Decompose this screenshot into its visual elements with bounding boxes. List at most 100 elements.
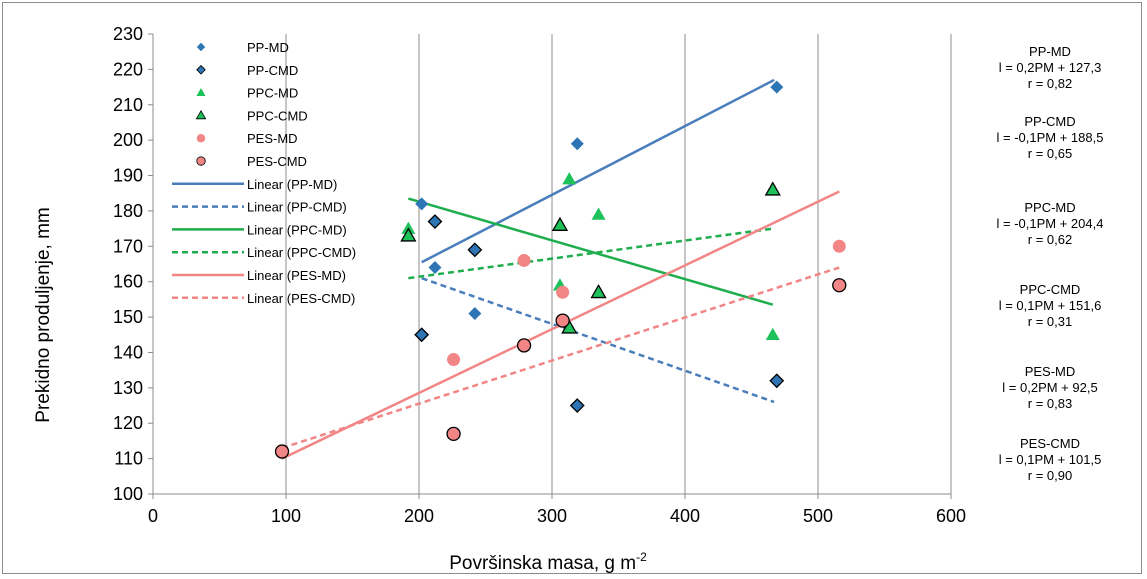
y-tick-label: 230: [113, 24, 143, 44]
legend-label: Linear (PPC-CMD): [247, 245, 356, 260]
data-points: [274, 80, 847, 459]
grid-lines: [285, 34, 952, 494]
annotation-title: PPC-CMD: [1019, 282, 1081, 297]
regression-annotation: PPC-MD l = -0,1PM + 204,4 r = 0,62: [960, 200, 1140, 248]
legend-marker-shape: [196, 156, 206, 166]
y-tick-label: 160: [113, 272, 143, 292]
trendlines: [281, 78, 840, 460]
x-axis-label-text: Površinska masa, g m: [449, 553, 636, 574]
legend-label: Linear (PPC-MD): [247, 222, 347, 237]
axes: 0 100 200 300 400 500 600100110120130140150160…: [113, 24, 966, 526]
data-point: [590, 283, 607, 299]
y-tick-label: 130: [113, 378, 143, 398]
data-point: [556, 285, 570, 299]
data-point: [428, 261, 442, 275]
legend-label: PP-MD: [247, 40, 289, 55]
data-point: [769, 373, 785, 389]
trendline: [408, 197, 774, 306]
data-point: [400, 227, 417, 242]
data-point: [274, 444, 290, 459]
data-point: [569, 398, 585, 413]
legend-label: Linear (PES-MD): [247, 268, 346, 283]
y-tick-label: 200: [113, 130, 143, 150]
legend-label: Linear (PES-CMD): [247, 291, 355, 306]
data-point: [832, 239, 846, 253]
data-point: [517, 253, 531, 267]
annotation-equation: l = 0,1PM + 151,6: [998, 298, 1102, 313]
annotation-equation: l = 0,1PM + 101,5: [998, 452, 1102, 467]
x-tick-label: 600: [936, 506, 966, 526]
legend-marker: [196, 88, 206, 97]
legend-marker: [195, 109, 207, 120]
legend-marker-shape: [196, 88, 206, 97]
data-point: [562, 172, 577, 185]
data-point: [467, 242, 483, 258]
legend-marker-shape: [196, 133, 206, 143]
data-point: [570, 137, 584, 151]
annotation-equation: l = 0,2PM + 127,3: [998, 60, 1102, 75]
regression-annotation: PES-MD l = 0,2PM + 92,5 r = 0,83: [960, 364, 1140, 412]
annotation-r: r = 0,82: [1027, 76, 1073, 91]
annotation-title: PP-MD: [1029, 44, 1071, 59]
y-tick-label: 190: [113, 166, 143, 186]
data-point: [555, 313, 570, 328]
annotation-r: r = 0,83: [1027, 396, 1073, 411]
y-tick-label: 140: [113, 342, 143, 362]
y-tick-label: 210: [113, 95, 143, 115]
x-tick-label: 100: [271, 506, 301, 526]
regression-annotation: PES-CMD l = 0,1PM + 101,5 r = 0,90: [960, 436, 1140, 484]
data-point: [764, 181, 781, 196]
trendline: [421, 78, 775, 264]
x-tick-label: 300: [537, 506, 567, 526]
data-point: [414, 327, 430, 343]
data-point: [551, 216, 569, 231]
annotation-r: r = 0,31: [1027, 314, 1073, 329]
y-tick-label: 170: [113, 236, 143, 256]
y-tick-label: 100: [113, 484, 143, 504]
x-tick-label: 200: [404, 506, 434, 526]
annotation-r: r = 0,62: [1027, 232, 1073, 247]
annotation-equation: l = -0,1PM + 204,4: [996, 216, 1104, 231]
annotation-title: PP-CMD: [1024, 114, 1076, 129]
annotation-title: PPC-MD: [1024, 200, 1076, 215]
data-point: [832, 278, 847, 293]
data-point: [427, 214, 443, 229]
y-tick-label: 120: [113, 413, 143, 433]
data-point: [770, 80, 784, 94]
legend-marker-shape: [195, 109, 207, 120]
x-axis-label-superscript: -2: [636, 550, 647, 564]
legend-label: PPC-MD: [247, 86, 298, 101]
x-tick-label: 500: [803, 506, 833, 526]
annotation-equation: l = 0,2PM + 92,5: [1002, 380, 1098, 395]
data-point: [468, 307, 482, 321]
axis-labels: Površinska masa, g m-2 Prekidno produlje…: [33, 207, 647, 574]
regression-annotation: PP-MD l = 0,2PM + 127,3 r = 0,82: [960, 44, 1140, 92]
regression-annotation: PPC-CMD l = 0,1PM + 151,6 r = 0,31: [960, 282, 1140, 330]
data-point: [516, 338, 532, 353]
x-axis-label: Površinska masa, g m-2: [449, 550, 647, 574]
legend-label: PPC-CMD: [247, 108, 308, 123]
data-point: [415, 197, 429, 211]
y-tick-label: 110: [114, 449, 143, 469]
legend: PP-MD PP-CMD PPC-MD PPC-CMD PES-MD PES-CMD Lin…: [172, 40, 356, 306]
legend-marker: [196, 64, 206, 75]
x-tick-label: 400: [670, 506, 700, 526]
legend-marker: [196, 133, 206, 143]
legend-label: Linear (PP-MD): [247, 177, 337, 192]
legend-marker-shape: [196, 42, 206, 52]
y-tick-label: 180: [113, 201, 143, 221]
x-tick-label: 0: [148, 506, 158, 526]
data-point: [447, 353, 461, 367]
legend-marker: [196, 42, 206, 52]
y-tick-label: 220: [113, 59, 143, 79]
legend-label: Linear (PP-CMD): [247, 200, 347, 215]
legend-label: PES-MD: [247, 131, 298, 146]
y-axis-label: Prekidno produljenje, mm: [33, 207, 54, 422]
trendline: [408, 227, 773, 280]
annotation-r: r = 0,90: [1027, 468, 1073, 483]
trendline: [281, 266, 840, 450]
trendline: [421, 276, 775, 404]
legend-label: PES-CMD: [247, 154, 307, 169]
